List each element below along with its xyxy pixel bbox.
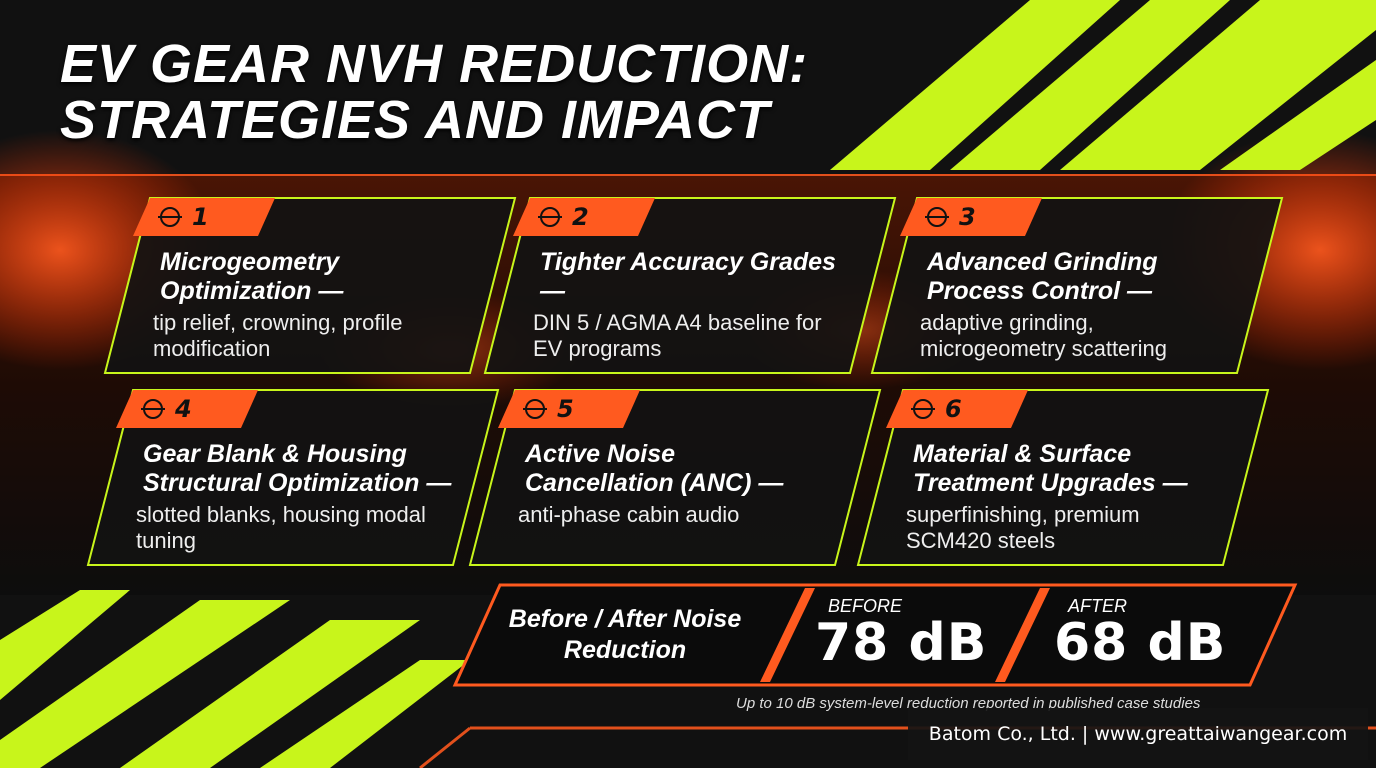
card-icon [141, 399, 165, 419]
before-value: 78 dB [815, 613, 988, 673]
card-number: 3 [959, 203, 976, 231]
card-description: superfinishing, premium SCM420 steels [906, 502, 1140, 553]
card [483, 197, 897, 374]
card-number: 4 [175, 395, 192, 423]
card-description: slotted blanks, housing modal tuning [136, 502, 426, 553]
card-icon [158, 207, 182, 227]
card [468, 389, 882, 566]
card-heading: Material & Surface Treatment Upgrades — [913, 440, 1188, 497]
card-icon [523, 399, 547, 419]
card-description: adaptive grinding, microgeometry scatter… [920, 310, 1167, 361]
card-heading: Active Noise Cancellation (ANC) — [525, 440, 784, 497]
card-number: 6 [945, 395, 962, 423]
after-value: 68 dB [1054, 613, 1227, 673]
card-number: 5 [557, 395, 574, 423]
comparison-label: Before / After Noise Reduction [508, 605, 742, 664]
card-description: tip relief, crowning, profile modificati… [153, 310, 403, 361]
card-heading: Gear Blank & Housing Structural Optimiza… [143, 440, 452, 497]
card-icon [538, 207, 562, 227]
credit: Batom Co., Ltd. | www.greattaiwangear.co… [908, 708, 1368, 760]
card [103, 197, 517, 374]
before-label: BEFORE [828, 596, 903, 616]
card-heading: Tighter Accuracy Grades — [540, 248, 836, 305]
footnote: Up to 10 dB system-level reduction repor… [736, 695, 1201, 712]
card-description: anti-phase cabin audio [518, 502, 740, 527]
card [856, 389, 1270, 566]
card-heading: Advanced Grinding Process Control — [927, 248, 1158, 305]
card [86, 389, 500, 566]
card-icon [925, 207, 949, 227]
card-number: 2 [572, 203, 589, 231]
card-heading: Microgeometry Optimization — [160, 248, 344, 305]
title-line: EV GEAR NVH REDUCTION: [60, 34, 809, 94]
title-line: STRATEGIES AND IMPACT [60, 90, 771, 150]
after-label: AFTER [1068, 596, 1128, 616]
card-description: DIN 5 / AGMA A4 baseline for EV programs [533, 310, 822, 361]
card-number: 1 [192, 203, 209, 231]
title: EV GEAR NVH REDUCTION: STRATEGIES AND IM… [60, 36, 808, 148]
card-icon [911, 399, 935, 419]
card [870, 197, 1284, 374]
comparison-box [452, 583, 1298, 687]
